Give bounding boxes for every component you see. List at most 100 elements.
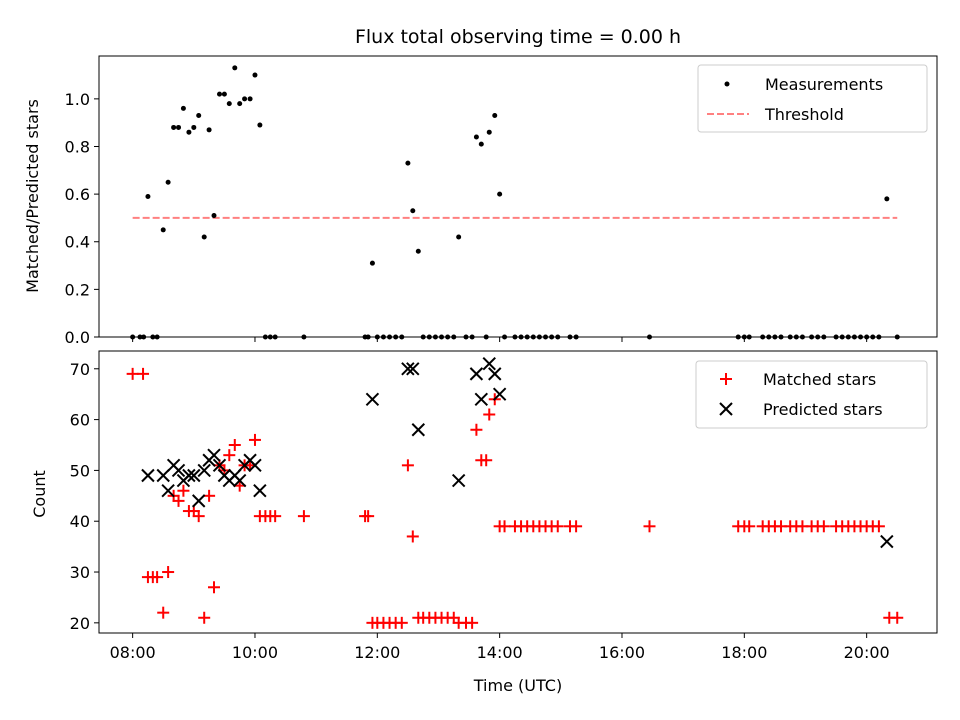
bottom-legend-box (695, 360, 928, 429)
matched-star-point (207, 581, 220, 594)
legend-predicted-label: Predicted stars (763, 400, 883, 419)
predicted-star-point (406, 362, 420, 376)
matched-star-point (891, 611, 904, 624)
measurement-point (211, 213, 217, 219)
predicted-star-point (492, 387, 507, 401)
matched-star-point (401, 459, 414, 472)
measurement-point (410, 208, 416, 214)
bottom-x-tick-label: 14:00 (477, 643, 523, 662)
measurement-point (201, 234, 207, 240)
predicted-star-point (474, 392, 489, 406)
matched-star-point (480, 454, 493, 467)
legend-predicted-marker (719, 402, 733, 416)
predicted-star-point (365, 392, 380, 406)
measurement-point (180, 105, 186, 111)
matched-star-point (498, 520, 511, 533)
measurement-point (206, 127, 212, 133)
measurement-point (171, 124, 177, 130)
matched-star-point (551, 520, 564, 533)
bottom-panel: 20 30 40 50 60 70 08:00 10:00 12:00 14:00 16:00 18… (30, 350, 938, 695)
predicted-star-point (187, 468, 201, 483)
matched-star-point (743, 520, 756, 533)
predicted-star-point (880, 534, 894, 549)
bottom-y-tick-label: 70 (70, 360, 90, 379)
bottom-x-tick-label: 10:00 (232, 643, 278, 662)
legend-matched-marker (720, 373, 732, 385)
measurement-point (242, 96, 248, 102)
predicted-star-point (212, 458, 227, 473)
measurement-point (160, 227, 166, 233)
predicted-star-point (482, 356, 496, 371)
predicted-star-point (141, 468, 155, 483)
predicted-star-point (469, 367, 484, 381)
measurement-point (191, 124, 197, 130)
measurement-point (884, 196, 890, 202)
bottom-x-tick-label: 18:00 (721, 643, 767, 662)
predicted-star-point (182, 468, 196, 483)
bottom-x-axis-label: Time (UTC) (473, 676, 562, 695)
bottom-legend: Matched stars Predicted stars (695, 360, 928, 429)
measurement-point (196, 113, 202, 119)
bottom-x-tick-label: 20:00 (844, 643, 890, 662)
predicted-star-point (411, 423, 426, 437)
top-y-tick-label: 0.6 (65, 185, 90, 204)
measurement-point (145, 194, 151, 199)
predicted-star-point (161, 484, 175, 498)
measurement-point (486, 129, 492, 135)
top-y-tick-label: 1.0 (65, 90, 90, 109)
matched-star-point (198, 611, 211, 624)
top-legend: Measurements Threshold (697, 64, 928, 133)
top-y-tick-label: 0.8 (65, 137, 90, 156)
measurement-point (369, 260, 375, 266)
top-x-ticks (132, 337, 868, 342)
matched-star-point (177, 484, 190, 497)
measurement-point (165, 179, 171, 185)
matched-star-point (362, 510, 375, 523)
legend-measurements-label: Measurements (765, 75, 883, 94)
bottom-y-ticks: 20 30 40 50 60 70 (70, 360, 99, 633)
measurement-point (456, 234, 462, 240)
matched-star-point (470, 423, 483, 436)
measurement-point (473, 134, 479, 140)
predicted-star-point (197, 463, 211, 478)
measurement-point (405, 160, 411, 166)
measurement-point (415, 248, 421, 254)
top-y-ticks: 0.0 0.2 0.4 0.6 0.8 1.0 (65, 90, 99, 347)
matched-star-point (137, 367, 150, 380)
bottom-y-axis-label: Count (30, 470, 49, 518)
bottom-x-ticks: 08:00 10:00 12:00 14:00 16:00 18:00 20:00 (110, 633, 890, 662)
matched-star-point (157, 606, 170, 619)
matched-star-point (228, 439, 241, 451)
top-y-tick-label: 0.0 (65, 328, 90, 347)
top-y-axis-label: Matched/Predicted stars (23, 99, 42, 293)
measurement-point (247, 96, 253, 102)
matched-star-point (126, 367, 139, 380)
bottom-x-tick-label: 16:00 (599, 643, 645, 662)
top-panel: 0.0 0.2 0.4 0.6 0.8 1.0 Matched/Predicted sta… (23, 55, 938, 347)
measurement-point (237, 101, 243, 107)
matched-star-point (172, 494, 185, 507)
predicted-star-point (488, 367, 502, 381)
predicted-star-point (253, 484, 267, 498)
matched-star-point (406, 530, 419, 543)
measurement-point (217, 91, 223, 97)
matched-star-point (872, 520, 885, 533)
predicted-star-point (401, 362, 415, 376)
legend-matched-label: Matched stars (763, 370, 876, 389)
predicted-star-point (451, 473, 466, 488)
predicted-star-point (232, 473, 247, 488)
bottom-series-layer (126, 356, 904, 629)
matched-star-point (817, 520, 830, 533)
measurement-point (257, 122, 263, 128)
measurement-point (232, 65, 238, 71)
matched-star-point (395, 616, 408, 629)
measurement-point (226, 101, 232, 107)
bottom-x-tick-label: 12:00 (354, 643, 400, 662)
matched-star-point (151, 571, 164, 584)
predicted-star-point (191, 494, 206, 508)
measurement-point (478, 141, 484, 147)
matched-star-point (192, 510, 205, 523)
measurement-point (492, 113, 498, 119)
measurement-point (186, 129, 192, 135)
predicted-star-point (207, 448, 221, 462)
